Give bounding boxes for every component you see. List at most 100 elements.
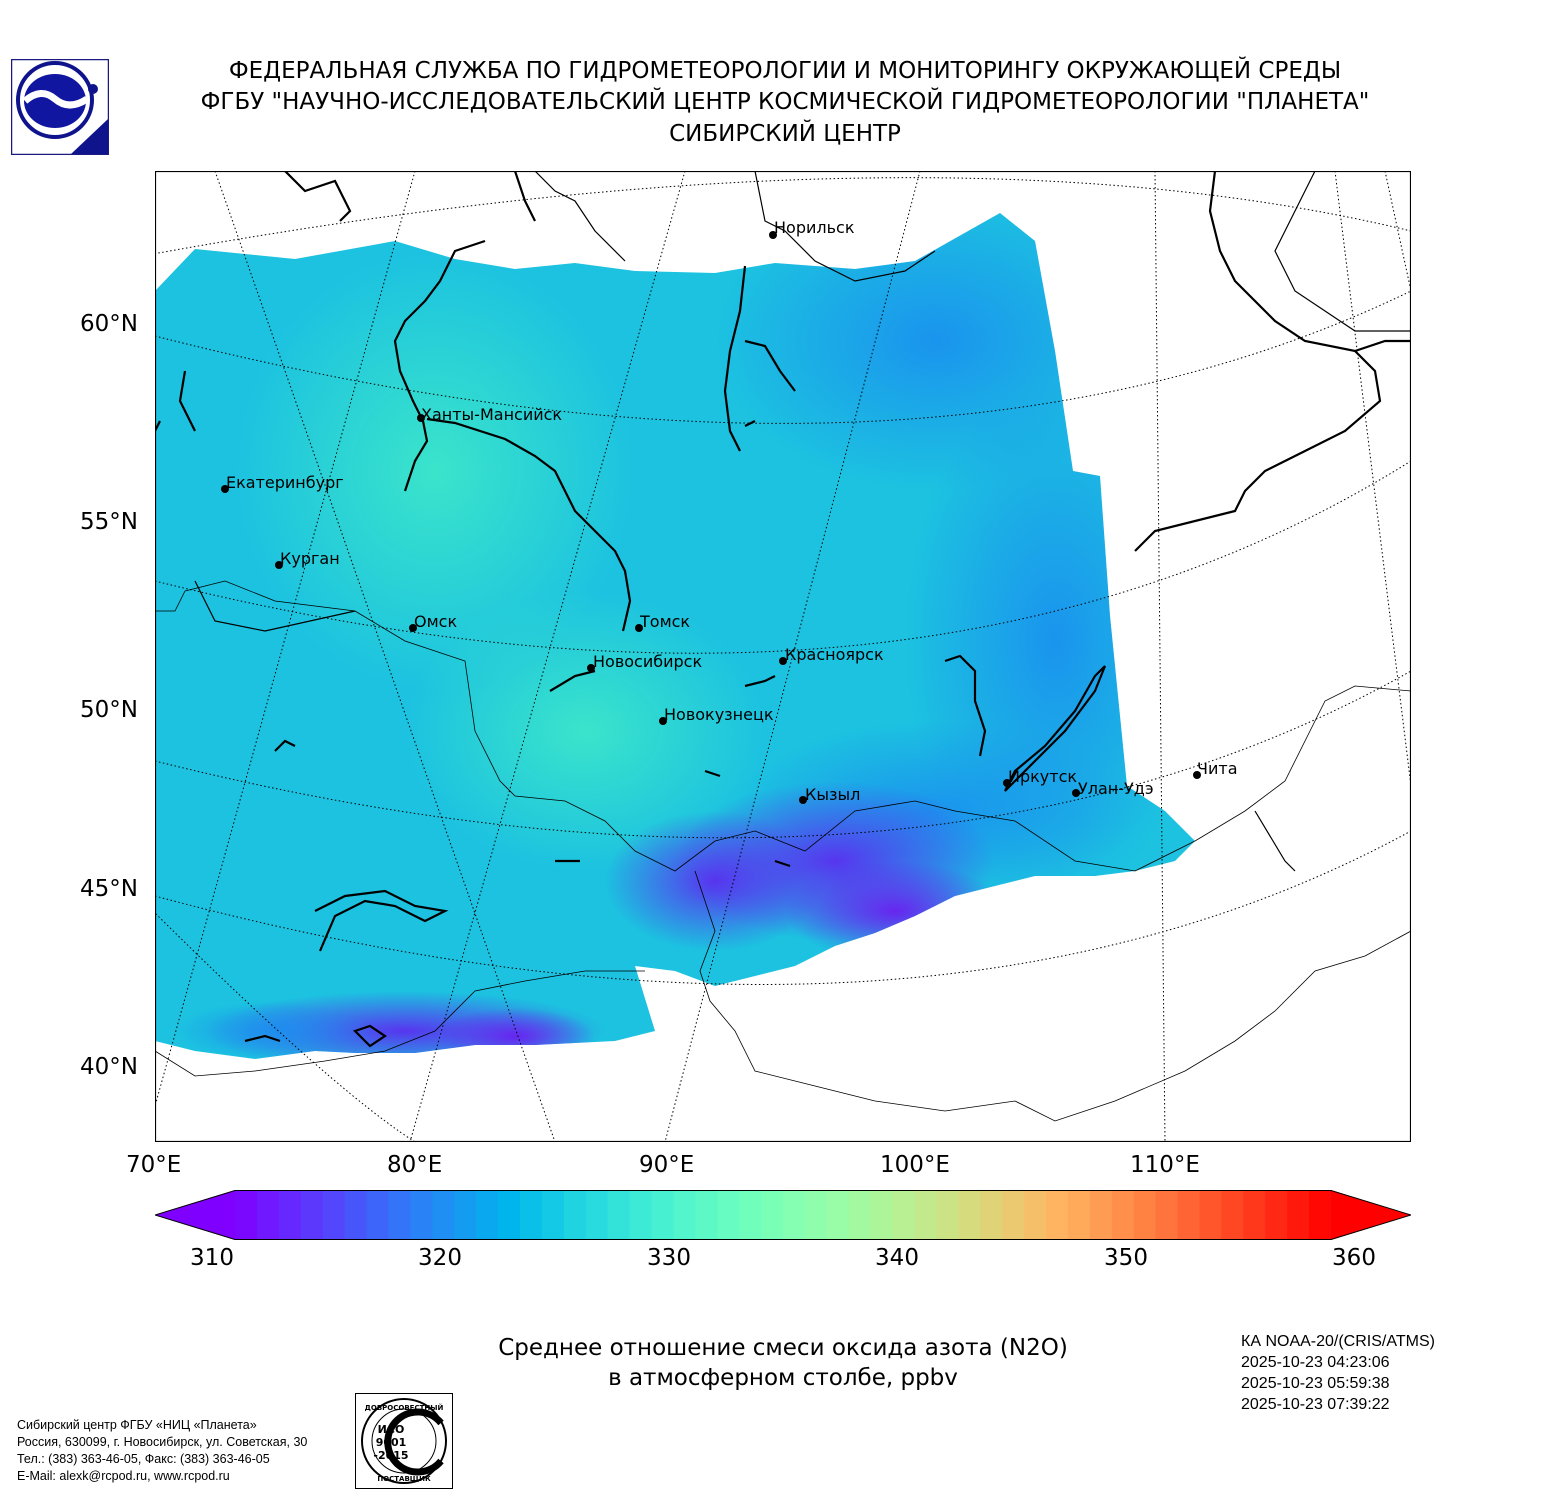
satellite-time-3: 2025-10-23 07:39:22 (1241, 1395, 1390, 1415)
city-label-norilsk: Норильск (774, 218, 855, 237)
city-label-novokuznetsk: Новокузнецк (664, 705, 774, 724)
colorbar-tick-330: 330 (629, 1245, 709, 1271)
colorbar-segment (827, 1190, 850, 1240)
colorbar-segment (1068, 1190, 1091, 1240)
product-title-line-2: в атмосферном столбе, ppbv (433, 1362, 1133, 1394)
colorbar-tick-340: 340 (857, 1245, 937, 1271)
colorbar-segment (1243, 1190, 1266, 1240)
lon-label-100: 100°E (880, 1152, 950, 1178)
colorbar-segment (849, 1190, 872, 1240)
colorbar-segment (301, 1190, 324, 1240)
colorbar-segment (980, 1190, 1003, 1240)
colorbar-segment (717, 1190, 740, 1240)
colorbar-segment (871, 1190, 894, 1240)
colorbar-segment (608, 1190, 631, 1240)
city-label-ulan-ude: Улан-Удэ (1078, 779, 1154, 798)
colorbar-segment (520, 1190, 543, 1240)
colorbar-tick-360: 360 (1314, 1245, 1394, 1271)
colorbar-segment (498, 1190, 521, 1240)
svg-text:-2015: -2015 (373, 1449, 408, 1462)
colorbar-segment (1221, 1190, 1244, 1240)
colorbar-segment (1265, 1190, 1288, 1240)
colorbar (155, 1190, 1411, 1240)
colorbar-extend-low (155, 1190, 235, 1240)
satellite-name: КА NOAA-20/(CRIS/ATMS) (1241, 1332, 1435, 1352)
colorbar-segment (432, 1190, 455, 1240)
colorbar-segment (1046, 1190, 1069, 1240)
svg-text:ДОБРОСОВЕСТНЫЙ: ДОБРОСОВЕСТНЫЙ (365, 1403, 444, 1412)
colorbar-segment (1156, 1190, 1179, 1240)
colorbar-segment (542, 1190, 565, 1240)
n2o-field (155, 171, 1411, 1142)
colorbar-segment (958, 1190, 981, 1240)
city-label-kyzyl: Кызыл (805, 785, 860, 804)
colorbar-segment (673, 1190, 696, 1240)
colorbar-segment (454, 1190, 477, 1240)
svg-text:9001: 9001 (376, 1436, 407, 1449)
colorbar-segment (1178, 1190, 1201, 1240)
lon-label-90: 90°E (639, 1152, 694, 1178)
footer-line-1: Сибирский центр ФГБУ «НИЦ «Планета» (17, 1417, 257, 1434)
colorbar-segment (1112, 1190, 1135, 1240)
colorbar-extend-high (1331, 1190, 1411, 1240)
colorbar-tick-310: 310 (172, 1245, 252, 1271)
city-label-yekaterinburg: Екатеринбург (226, 473, 344, 492)
lat-label-45: 45°N (80, 876, 138, 902)
colorbar-segment (1287, 1190, 1310, 1240)
city-label-irkutsk: Иркутск (1008, 767, 1077, 786)
colorbar-segment (257, 1190, 280, 1240)
colorbar-tick-350: 350 (1086, 1245, 1166, 1271)
colorbar-segment (1024, 1190, 1047, 1240)
colorbar-segment (630, 1190, 653, 1240)
lon-label-70: 70°E (126, 1152, 181, 1178)
lat-label-50: 50°N (80, 697, 138, 723)
city-label-khanty-mansiysk: Ханты-Мансийск (421, 405, 562, 424)
satellite-time-2: 2025-10-23 05:59:38 (1241, 1374, 1390, 1394)
iso-9001-badge: ДОБРОСОВЕСТНЫЙ ИСО 9001 -2015 ПОСТАВЩИК (355, 1393, 453, 1489)
city-label-tomsk: Томск (640, 612, 690, 631)
colorbar-segment (410, 1190, 433, 1240)
footer-line-4: E-Mail: alexk@rcpod.ru, www.rcpod.ru (17, 1468, 230, 1485)
lat-label-40: 40°N (80, 1054, 138, 1080)
city-label-kurgan: Курган (280, 549, 340, 568)
header-line-1: ФЕДЕРАЛЬНАЯ СЛУЖБА ПО ГИДРОМЕТЕОРОЛОГИИ … (140, 56, 1430, 87)
colorbar-tick-320: 320 (400, 1245, 480, 1271)
header-line-2: ФГБУ "НАУЧНО-ИССЛЕДОВАТЕЛЬСКИЙ ЦЕНТР КОС… (140, 87, 1430, 118)
colorbar-segment (893, 1190, 916, 1240)
product-title-line-1: Среднее отношение смеси оксида азота (N2… (433, 1332, 1133, 1364)
colorbar-segment (651, 1190, 674, 1240)
map-frame (155, 171, 1411, 1142)
lon-label-80: 80°E (387, 1152, 442, 1178)
svg-text:ПОСТАВЩИК: ПОСТАВЩИК (377, 1475, 431, 1483)
colorbar-segment (739, 1190, 762, 1240)
colorbar-segment (1002, 1190, 1025, 1240)
colorbar-segment (1090, 1190, 1113, 1240)
colorbar-segment (323, 1190, 346, 1240)
map-canvas (155, 171, 1411, 1142)
colorbar-segment (1199, 1190, 1222, 1240)
colorbar-segment (476, 1190, 499, 1240)
header-line-3: СИБИРСКИЙ ЦЕНТР (140, 119, 1430, 150)
planeta-logo (11, 59, 109, 155)
colorbar-segment (235, 1190, 258, 1240)
colorbar-segment (1309, 1190, 1332, 1240)
footer-line-2: Россия, 630099, г. Новосибирск, ул. Сове… (17, 1434, 307, 1451)
satellite-time-1: 2025-10-23 04:23:06 (1241, 1353, 1390, 1373)
colorbar-segment (1134, 1190, 1157, 1240)
city-label-krasnoyarsk: Красноярск (785, 645, 884, 664)
colorbar-segment (345, 1190, 368, 1240)
colorbar-segment (783, 1190, 806, 1240)
colorbar-segment (805, 1190, 828, 1240)
colorbar-segment (564, 1190, 587, 1240)
lat-label-60: 60°N (80, 311, 138, 337)
lat-label-55: 55°N (80, 509, 138, 535)
city-label-chita: Чита (1197, 759, 1238, 778)
colorbar-segment (936, 1190, 959, 1240)
svg-text:ИСО: ИСО (378, 1423, 405, 1436)
city-label-novosibirsk: Новосибирск (593, 652, 702, 671)
colorbar-segment (761, 1190, 784, 1240)
city-label-omsk: Омск (414, 612, 457, 631)
colorbar-segment (915, 1190, 938, 1240)
colorbar-segment (586, 1190, 609, 1240)
colorbar-segment (388, 1190, 411, 1240)
